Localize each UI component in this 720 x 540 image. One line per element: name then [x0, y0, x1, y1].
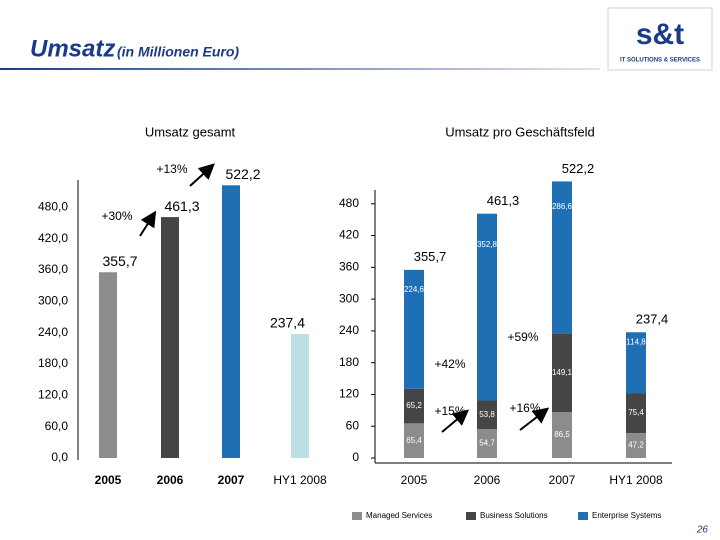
segment-label: 352,8 [477, 240, 498, 249]
bar-segment [477, 400, 497, 430]
header-rule [0, 68, 600, 70]
arrow [139, 210, 157, 237]
segment-label: 53,8 [479, 410, 495, 419]
legend-label: Enterprise Systems [592, 511, 661, 520]
x-tick-label: HY1 2008 [273, 473, 327, 487]
y-tick-label: 300 [339, 291, 359, 305]
logo-box [607, 7, 713, 71]
arrow [441, 409, 470, 433]
legend-swatch [466, 512, 476, 520]
y-tick-label: 120,0 [38, 388, 68, 402]
y-tick-label: 360 [339, 260, 359, 274]
bar-segment [404, 423, 424, 458]
y-tick-label: 240,0 [38, 325, 68, 339]
legend-label: Business Solutions [480, 511, 548, 520]
page-number: 26 [696, 525, 709, 536]
bar-segment [626, 393, 646, 434]
chart-title: Umsatz gesamt [145, 124, 236, 139]
x-tick-label: 2007 [549, 473, 576, 487]
bar-segment [552, 181, 572, 334]
x-tick-label: 2005 [401, 473, 428, 487]
bar [99, 272, 117, 458]
annotation: +16% [509, 401, 540, 415]
segment-label: 65,4 [406, 436, 422, 445]
arrow [519, 407, 550, 431]
bar [161, 217, 179, 458]
segment-label: 65,2 [406, 401, 422, 410]
arrow [189, 163, 215, 187]
y-tick-label: 240 [339, 323, 359, 337]
y-tick-label: 120 [339, 387, 359, 401]
logo: s&t [636, 18, 684, 51]
value-label: 237,4 [270, 315, 305, 331]
value-label: 461,3 [164, 198, 199, 214]
bar [222, 185, 240, 458]
y-tick-label: 420,0 [38, 231, 68, 245]
bar-segment [404, 269, 424, 389]
segment-label: 54,7 [479, 439, 495, 448]
segment-label: 47,2 [628, 441, 644, 450]
y-tick-label: 180 [339, 355, 359, 369]
x-tick-label: 2006 [157, 473, 184, 487]
bar [291, 334, 309, 458]
y-tick-label: 480,0 [38, 200, 68, 214]
y-tick-label: 60 [346, 418, 360, 432]
x-tick-label: 2006 [474, 473, 501, 487]
total-label: 522,2 [562, 161, 595, 176]
y-tick-label: 360,0 [38, 262, 68, 276]
total-label: 461,3 [487, 193, 520, 208]
segment-label: 75,4 [628, 408, 644, 417]
bar-segment [626, 433, 646, 458]
bar-segment [404, 388, 424, 424]
segment-label: 224,6 [404, 285, 425, 294]
y-tick-label: 60,0 [45, 419, 69, 433]
slide-subtitle: (in Millionen Euro) [117, 44, 239, 60]
bar-segment [477, 429, 497, 458]
y-tick-label: 420 [339, 228, 359, 242]
legend-label: Managed Services [366, 511, 432, 520]
annotation: +30% [101, 209, 132, 223]
y-tick-label: 300,0 [38, 294, 68, 308]
y-tick-label: 0,0 [51, 450, 68, 464]
y-tick-label: 0 [352, 450, 359, 464]
logo-tagline: IT SOLUTIONS & SERVICES [620, 58, 700, 64]
y-tick-label: 180,0 [38, 356, 68, 370]
segment-label: 149,1 [552, 368, 573, 377]
total-label: 355,7 [414, 249, 447, 264]
x-tick-label: 2005 [95, 473, 122, 487]
annotation: +13% [156, 162, 187, 176]
bar-segment [626, 332, 646, 394]
value-label: 522,2 [225, 166, 260, 182]
slide-title: Umsatz [30, 35, 115, 62]
legend-swatch [578, 512, 588, 520]
value-label: 355,7 [102, 253, 137, 269]
annotation: +59% [507, 330, 538, 344]
chart-title: Umsatz pro Geschäftsfeld [445, 124, 595, 139]
total-label: 237,4 [636, 312, 669, 327]
segment-label: 86,5 [554, 430, 570, 439]
bar-segment [552, 412, 572, 458]
y-tick-label: 480 [339, 196, 359, 210]
legend-swatch [352, 512, 362, 520]
x-tick-label: 2007 [218, 473, 245, 487]
x-tick-label: HY1 2008 [609, 473, 663, 487]
segment-label: 114,8 [626, 338, 646, 347]
annotation: +42% [434, 357, 465, 371]
annotation: +15% [434, 404, 465, 418]
bar-segment [477, 213, 497, 401]
bar-segment [552, 333, 572, 413]
segment-label: 286,6 [552, 202, 573, 211]
